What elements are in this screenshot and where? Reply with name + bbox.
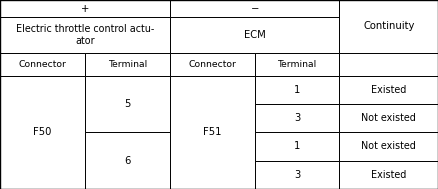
Bar <box>0 17 170 53</box>
Text: Terminal: Terminal <box>108 60 147 69</box>
Text: Connector: Connector <box>188 60 236 69</box>
Text: 3: 3 <box>294 113 300 123</box>
Text: 5: 5 <box>124 99 131 109</box>
Bar <box>254 132 339 161</box>
Text: 6: 6 <box>124 156 131 166</box>
Bar <box>254 104 339 132</box>
Bar <box>254 76 339 104</box>
Text: Existed: Existed <box>371 170 406 180</box>
Text: Existed: Existed <box>371 85 406 95</box>
Text: −: − <box>251 4 259 13</box>
Text: 3: 3 <box>294 170 300 180</box>
Text: Electric throttle control actu-
ator: Electric throttle control actu- ator <box>16 24 154 46</box>
Bar <box>170 76 254 189</box>
Text: Not existed: Not existed <box>361 113 416 123</box>
Bar <box>85 76 170 132</box>
Text: F51: F51 <box>203 127 221 137</box>
Text: 1: 1 <box>294 142 300 151</box>
Text: Connector: Connector <box>18 60 67 69</box>
Bar <box>170 53 254 76</box>
Bar <box>254 161 339 189</box>
Text: F50: F50 <box>33 127 52 137</box>
Text: Continuity: Continuity <box>363 22 414 31</box>
Bar <box>339 104 438 132</box>
Bar <box>0 76 85 189</box>
Text: Terminal: Terminal <box>277 60 317 69</box>
Bar <box>170 17 339 53</box>
Bar <box>0 0 170 17</box>
Bar <box>339 0 438 53</box>
Bar <box>85 132 170 189</box>
Bar <box>85 53 170 76</box>
Bar <box>339 53 438 76</box>
Text: Not existed: Not existed <box>361 142 416 151</box>
Bar <box>170 0 339 17</box>
Bar <box>254 53 339 76</box>
Bar <box>339 132 438 161</box>
Text: ECM: ECM <box>244 30 265 40</box>
Text: +: + <box>81 4 89 13</box>
Text: 1: 1 <box>294 85 300 95</box>
Bar <box>0 53 85 76</box>
Bar <box>339 76 438 104</box>
Bar <box>339 161 438 189</box>
